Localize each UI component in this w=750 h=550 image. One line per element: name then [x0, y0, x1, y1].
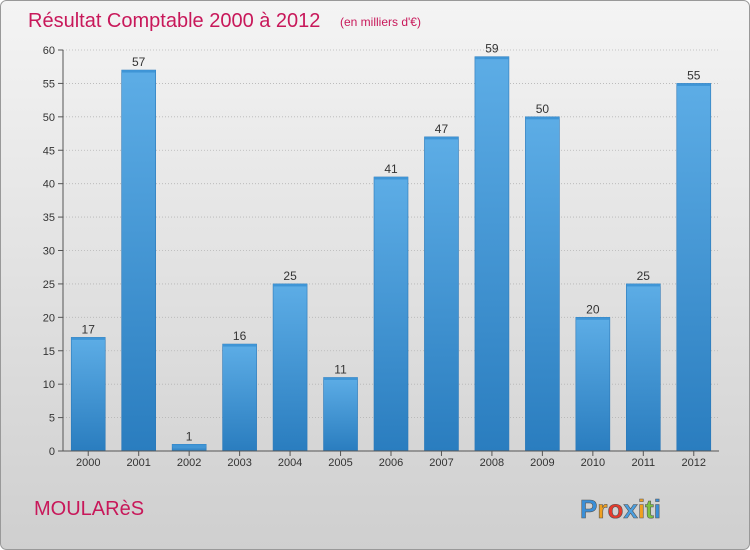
- place-name: MOULARèS: [34, 498, 144, 520]
- bar-cap-2010: [575, 317, 610, 320]
- x-tick-label-2008: 2008: [480, 457, 504, 469]
- y-axis: 0 5 10 15 20 25 30 35 40 45 50 55 60: [43, 45, 64, 458]
- data-label-2001: 57: [132, 55, 146, 69]
- data-label-2006: 41: [384, 162, 398, 176]
- bar-cap-2005: [323, 377, 358, 380]
- y-tick-label: 35: [43, 212, 55, 224]
- bar-cap-2012: [676, 83, 711, 86]
- y-tick-label: 5: [49, 413, 55, 425]
- y-tick-label: 50: [43, 112, 55, 124]
- bar-2007: [424, 136, 459, 452]
- x-tick-label-2009: 2009: [530, 457, 554, 469]
- x-tick-label-2006: 2006: [379, 457, 403, 469]
- data-label-2004: 25: [283, 269, 297, 283]
- bar-2010: [575, 317, 611, 452]
- y-tick-label: 45: [43, 145, 55, 157]
- bar-2009: [525, 116, 560, 452]
- x-tick-label-2010: 2010: [581, 457, 605, 469]
- y-tick-label: 40: [43, 179, 55, 191]
- x-tick-label-2002: 2002: [177, 457, 201, 469]
- y-tick-label: 15: [43, 346, 55, 358]
- chart-subtitle: (en milliers d'€): [340, 15, 421, 29]
- y-tick-label: 25: [43, 279, 55, 291]
- bar-2001: [121, 69, 156, 452]
- bar-2011: [626, 283, 661, 452]
- y-tick-label: 30: [43, 246, 55, 258]
- bar-2004: [272, 283, 308, 452]
- y-tick-label: 0: [49, 446, 55, 458]
- bar-cap-2003: [222, 344, 257, 347]
- y-tick-label: 60: [43, 45, 55, 57]
- bar-2012: [676, 83, 712, 452]
- x-tick-label-2000: 2000: [76, 457, 100, 469]
- data-label-2003: 16: [233, 329, 247, 343]
- bar-cap-2011: [626, 283, 661, 287]
- bar-2008: [474, 56, 510, 452]
- x-tick-label-2007: 2007: [429, 457, 453, 469]
- y-tick-label: 55: [43, 78, 55, 90]
- x-tick-label-2001: 2001: [126, 457, 150, 469]
- chart-title: Résultat Comptable 2000 à 2012: [28, 10, 320, 32]
- bar-cap-2009: [525, 116, 560, 120]
- data-label-2009: 50: [536, 102, 550, 116]
- bar-cap-2002: [172, 444, 207, 447]
- data-label-2005: 11: [334, 362, 347, 376]
- bars: 17 57 1 16 25 11 41 47 59 50 20 25 55: [70, 42, 712, 452]
- data-label-2002: 1: [186, 429, 193, 443]
- bar-2006: [373, 176, 409, 452]
- bar-cap-2007: [424, 136, 459, 140]
- bar-cap-2001: [121, 70, 156, 73]
- x-tick-label-2011: 2011: [631, 457, 655, 469]
- bar-cap-2008: [474, 56, 509, 60]
- y-tick-label: 20: [43, 312, 55, 324]
- data-label-2011: 25: [637, 269, 651, 283]
- bar-2000: [70, 337, 106, 452]
- data-label-2012: 55: [687, 68, 701, 82]
- x-tick-label-2005: 2005: [328, 457, 352, 469]
- x-axis: 2000 2001 2002 2003 2004 2005 2006 2007 2008 2009…: [63, 450, 719, 469]
- bar-2005: [323, 377, 358, 452]
- bar-cap-2006: [374, 176, 408, 180]
- proxiti-logo: Proxiti: [580, 494, 662, 525]
- x-tick-label-2004: 2004: [278, 457, 302, 469]
- x-tick-label-2003: 2003: [227, 457, 251, 469]
- data-label-2000: 17: [82, 322, 96, 336]
- bar-cap-2000: [71, 337, 106, 340]
- data-label-2010: 20: [586, 302, 600, 316]
- y-tick-label: 10: [43, 379, 55, 391]
- x-tick-label-2012: 2012: [682, 457, 706, 469]
- bar-cap-2004: [273, 283, 308, 287]
- data-label-2007: 47: [435, 122, 449, 136]
- svg-text:Proxiti: Proxiti: [580, 494, 661, 524]
- data-label-2008: 59: [485, 42, 499, 56]
- bar-2003: [222, 343, 257, 452]
